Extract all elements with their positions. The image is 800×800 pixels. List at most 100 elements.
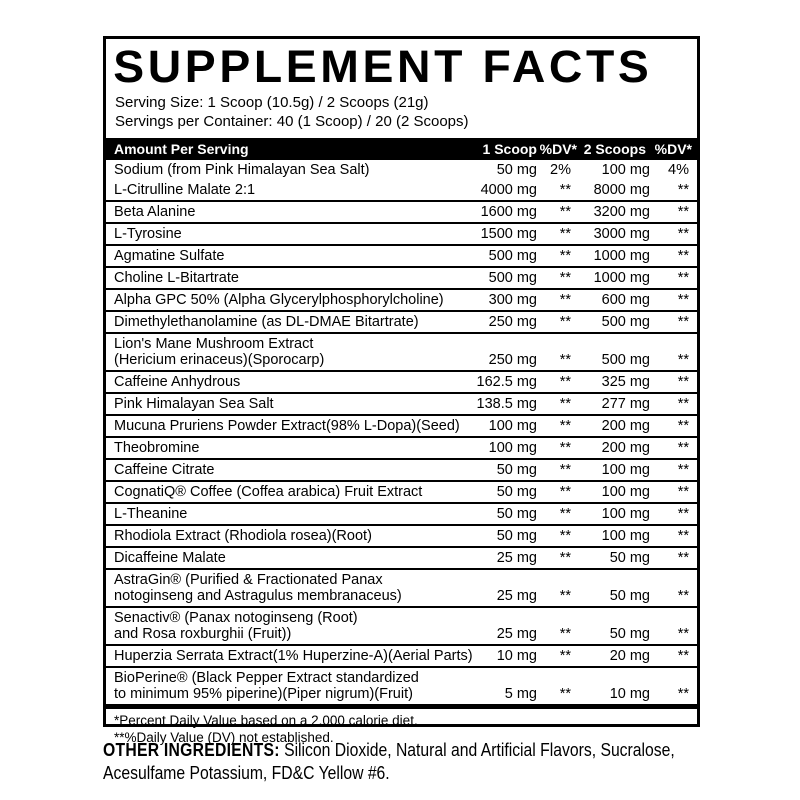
ingredient-name: Lion's Mane Mushroom Extract (Hericium e… xyxy=(106,333,451,372)
ingredient-dv-2: ** xyxy=(650,311,697,334)
table-row-ingredient: Pink Himalayan Sea Salt 138.5 mg ** 277 … xyxy=(106,393,697,416)
ingredient-amount-1-scoop: 25 mg xyxy=(451,547,537,570)
ingredient-dv-1: ** xyxy=(537,525,577,548)
serving-size: Serving Size: 1 Scoop (10.5g) / 2 Scoops… xyxy=(115,94,429,111)
ingredient-name: Sodium (from Pink Himalayan Sea Salt) xyxy=(114,162,370,178)
table-row-ingredient: Agmatine Sulfate 500 mg ** 1000 mg ** xyxy=(106,245,697,268)
ingredient-amount-2-scoops: 50 mg xyxy=(577,569,650,608)
ingredient-name: L-Citrulline Malate 2:1 xyxy=(106,180,451,202)
ingredient-dv-2: ** xyxy=(650,437,697,460)
ingredient-dv-2: ** xyxy=(650,393,697,416)
ingredient-amount-1-scoop: 300 mg xyxy=(451,289,537,312)
ingredient-amount-2-scoops: 100 mg xyxy=(577,503,650,526)
ingredient-amount-1-scoop: 4000 mg xyxy=(451,180,537,202)
footnotes: *Percent Daily Value based on a 2,000 ca… xyxy=(106,704,697,750)
ingredient-amount-1-scoop: 1600 mg xyxy=(451,201,537,224)
ingredient-amount-1-scoop: 50 mg xyxy=(496,162,537,178)
table-row-ingredient: Beta Alanine 1600 mg ** 3200 mg ** xyxy=(106,201,697,224)
table-header-row: Amount Per Serving 1 Scoop %DV* 2 Scoops… xyxy=(106,138,697,160)
ingredient-dv-1: ** xyxy=(537,393,577,416)
ingredient-amount-2-scoops: 200 mg xyxy=(577,415,650,438)
ingredient-dv-2: ** xyxy=(650,645,697,668)
ingredient-dv-2: ** xyxy=(677,686,689,702)
ingredient-amount-2-scoops: 50 mg xyxy=(577,607,650,646)
table-row-ingredient: AstraGin® (Purified & Fractionated Panax… xyxy=(106,569,697,608)
ingredient-amount-1-scoop: 50 mg xyxy=(451,481,537,504)
ingredient-name: Choline L-Bitartrate xyxy=(106,267,451,290)
ingredient-amount-1-scoop: 50 mg xyxy=(451,503,537,526)
ingredient-amount-1-scoop: 25 mg xyxy=(451,607,537,646)
ingredient-amount-1-scoop: 250 mg xyxy=(451,311,537,334)
table-row-ingredient: Alpha GPC 50% (Alpha Glycerylphosphorylc… xyxy=(106,289,697,312)
ingredient-dv-1: ** xyxy=(537,267,577,290)
table-row-ingredient: L-Tyrosine 1500 mg ** 3000 mg ** xyxy=(106,223,697,246)
ingredient-amount-1-scoop: 50 mg xyxy=(451,525,537,548)
ingredient-dv-1: ** xyxy=(537,180,577,202)
col-header-dv-2: %DV* xyxy=(650,138,697,160)
ingredient-dv-1: ** xyxy=(537,607,577,646)
ingredient-dv-2: ** xyxy=(650,245,697,268)
table-row-ingredient: BioPerine® (Black Pepper Extract standar… xyxy=(106,667,697,704)
table-row-ingredient: Huperzia Serrata Extract(1% Huperzine-A)… xyxy=(106,645,697,668)
ingredient-name: Huperzia Serrata Extract(1% Huperzine-A)… xyxy=(106,645,473,668)
ingredient-amount-2-scoops: 1000 mg xyxy=(577,245,650,268)
ingredient-name: Dimethylethanolamine (as DL-DMAE Bitartr… xyxy=(106,311,451,334)
ingredient-name: Rhodiola Extract (Rhodiola rosea)(Root) xyxy=(106,525,451,548)
ingredient-dv-2: ** xyxy=(650,569,697,608)
ingredient-amount-1-scoop: 50 mg xyxy=(451,459,537,482)
ingredient-amount-2-scoops: 100 mg xyxy=(577,481,650,504)
table-row-ingredient: Senactiv® (Panax notoginseng (Root) and … xyxy=(106,607,697,646)
ingredient-name: Alpha GPC 50% (Alpha Glycerylphosphorylc… xyxy=(106,289,451,312)
ingredient-dv-1: ** xyxy=(537,371,577,394)
ingredient-dv-2: ** xyxy=(650,333,697,372)
ingredient-name: Beta Alanine xyxy=(106,201,451,224)
panel-title: SUPPLEMENT FACTS xyxy=(113,41,653,92)
ingredient-amount-2-scoops: 500 mg xyxy=(577,311,650,334)
ingredient-name: CognatiQ® Coffee (Coffea arabica) Fruit … xyxy=(106,481,451,504)
ingredient-dv-2: ** xyxy=(650,525,697,548)
ingredient-amount-2-scoops: 277 mg xyxy=(577,393,650,416)
ingredient-dv-1: 2% xyxy=(550,162,571,178)
ingredient-name: Caffeine Anhydrous xyxy=(106,371,451,394)
ingredient-amount-1-scoop: 250 mg xyxy=(451,333,537,372)
table-row-ingredient: L-Citrulline Malate 2:1 4000 mg ** 8000 … xyxy=(106,180,697,202)
table-row-ingredient: Lion's Mane Mushroom Extract (Hericium e… xyxy=(106,333,697,372)
ingredient-name: Theobromine xyxy=(106,437,451,460)
ingredient-dv-1: ** xyxy=(537,437,577,460)
ingredient-dv-1: ** xyxy=(537,459,577,482)
ingredient-amount-1-scoop: 138.5 mg xyxy=(451,393,537,416)
ingredient-amount-2-scoops: 3200 mg xyxy=(577,201,650,224)
ingredient-amount-2-scoops: 1000 mg xyxy=(577,267,650,290)
ingredient-amount-2-scoops: 100 mg xyxy=(577,525,650,548)
ingredient-amount-2-scoops: 3000 mg xyxy=(577,223,650,246)
footnote-dv-not-established: **%Daily Value (DV) not established. xyxy=(114,730,334,745)
ingredient-dv-2: ** xyxy=(650,547,697,570)
supplement-facts-panel: SUPPLEMENT FACTS Serving Size: 1 Scoop (… xyxy=(103,36,700,745)
ingredient-dv-2: ** xyxy=(650,415,697,438)
ingredient-dv-2: ** xyxy=(650,503,697,526)
ingredient-name: L-Theanine xyxy=(106,503,451,526)
ingredient-amount-1-scoop: 100 mg xyxy=(451,437,537,460)
table-row-ingredient: CognatiQ® Coffee (Coffea arabica) Fruit … xyxy=(106,481,697,504)
ingredient-amount-2-scoops: 325 mg xyxy=(577,371,650,394)
ingredient-amount-1-scoop: 1500 mg xyxy=(451,223,537,246)
ingredient-dv-2: ** xyxy=(650,371,697,394)
ingredient-name: AstraGin® (Purified & Fractionated Panax… xyxy=(106,569,451,608)
table-row-sodium: Sodium (from Pink Himalayan Sea Salt) 50… xyxy=(106,160,697,180)
ingredient-dv-1: ** xyxy=(537,481,577,504)
table-row-ingredient: Caffeine Citrate 50 mg ** 100 mg ** xyxy=(106,459,697,482)
ingredients-section: L-Citrulline Malate 2:1 4000 mg ** 8000 … xyxy=(106,180,697,704)
table-row-ingredient: Caffeine Anhydrous 162.5 mg ** 325 mg ** xyxy=(106,371,697,394)
ingredient-amount-2-scoops: 600 mg xyxy=(577,289,650,312)
ingredient-dv-2: ** xyxy=(650,289,697,312)
facts-table: Amount Per Serving 1 Scoop %DV* 2 Scoops… xyxy=(106,138,697,704)
ingredient-dv-1: ** xyxy=(537,289,577,312)
ingredient-name: Agmatine Sulfate xyxy=(106,245,451,268)
ingredient-name: Mucuna Pruriens Powder Extract(98% L-Dop… xyxy=(106,415,460,438)
ingredient-dv-2: 4% xyxy=(668,162,689,178)
ingredient-amount-1-scoop: 500 mg xyxy=(451,267,537,290)
serving-info: Serving Size: 1 Scoop (10.5g) / 2 Scoops… xyxy=(106,93,697,138)
ingredient-amount-2-scoops: 50 mg xyxy=(577,547,650,570)
other-ingredients-text: Silicon Dioxide, Natural and Artificial … xyxy=(103,739,675,783)
ingredient-amount-2-scoops: 100 mg xyxy=(601,162,650,178)
